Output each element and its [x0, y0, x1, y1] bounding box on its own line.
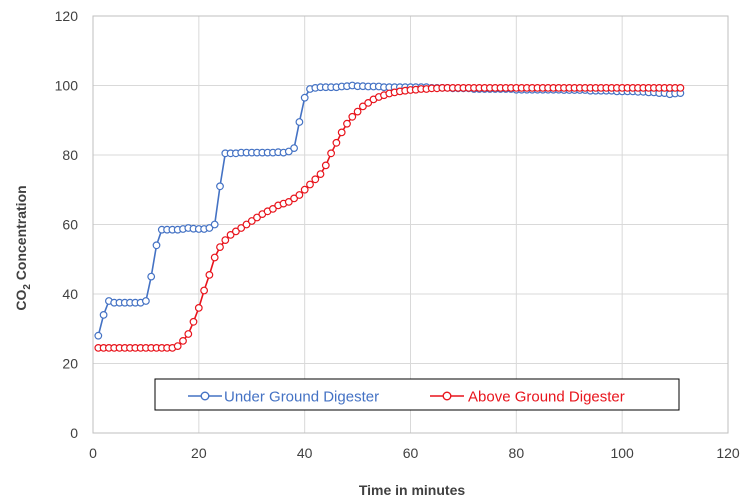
legend-box	[154, 378, 680, 411]
data-point	[290, 144, 299, 153]
data-point	[676, 83, 685, 92]
data-point	[216, 182, 224, 191]
data-point	[290, 194, 299, 203]
x-tick-label: 40	[297, 445, 313, 461]
y-tick-label: 120	[55, 8, 79, 24]
x-axis-title: Time in minutes	[359, 482, 466, 498]
data-point	[284, 147, 293, 156]
data-point	[99, 311, 108, 319]
series-1	[94, 83, 685, 352]
plot-area-frame	[92, 15, 729, 434]
y-tick-label: 0	[70, 425, 78, 441]
y-tick-label: 100	[55, 78, 79, 94]
data-point	[194, 304, 203, 312]
data-point	[226, 230, 235, 239]
data-point	[173, 342, 182, 351]
data-point	[364, 98, 373, 107]
legend-marker-aboveground	[442, 391, 452, 401]
data-point	[284, 197, 293, 206]
data-point	[300, 185, 309, 194]
data-point	[205, 224, 214, 232]
x-tick-label: 0	[89, 445, 97, 461]
data-point	[210, 253, 219, 262]
data-point	[253, 213, 261, 222]
data-point	[237, 224, 246, 232]
data-point	[141, 297, 150, 305]
legend-marker-underground	[200, 391, 210, 401]
data-point	[231, 227, 240, 236]
data-point	[321, 161, 330, 170]
data-point	[152, 241, 161, 250]
data-point	[269, 204, 277, 213]
data-point	[343, 119, 351, 128]
data-point	[200, 286, 209, 295]
data-point	[205, 271, 214, 279]
data-point	[242, 220, 251, 229]
legend-label-aboveground: Above Ground Digester	[468, 389, 625, 406]
legend: Under Ground Digester Above Ground Diges…	[154, 378, 680, 411]
data-point	[189, 317, 198, 326]
data-point	[359, 102, 367, 111]
legend-label-underground: Under Ground Digester	[224, 389, 379, 406]
series-group	[94, 81, 685, 352]
x-tick-label: 100	[610, 445, 634, 461]
data-point	[332, 138, 341, 147]
data-point	[316, 170, 325, 179]
x-tick-label: 120	[716, 445, 740, 461]
data-point	[210, 220, 219, 229]
x-tick-label: 80	[509, 445, 525, 461]
data-point	[221, 236, 230, 245]
data-point	[300, 93, 309, 102]
data-point	[311, 175, 320, 184]
data-point	[337, 128, 346, 137]
data-point	[353, 107, 362, 116]
y-axis-title-rest: Concentration	[13, 185, 29, 284]
data-point	[247, 217, 256, 225]
data-point	[179, 337, 187, 345]
y-tick-label: 80	[62, 147, 78, 163]
data-point	[327, 149, 336, 158]
y-tick-label: 40	[62, 286, 78, 302]
y-tick-label: 20	[62, 356, 78, 372]
data-point	[94, 331, 103, 340]
y-tick-label: 60	[62, 217, 78, 233]
y-axis-ticks: 0 20 40 60 80 100 120	[55, 8, 79, 441]
y-axis-title-subscript: 2	[22, 284, 33, 290]
data-point	[295, 118, 304, 126]
y-axis-title-main: CO	[13, 290, 29, 311]
data-point	[306, 180, 314, 189]
data-point	[184, 330, 193, 338]
data-point	[295, 191, 304, 199]
y-axis-title: CO2 Concentration	[13, 185, 33, 310]
x-axis-ticks: 0 20 40 60 80 100 120	[89, 445, 740, 461]
data-point	[147, 272, 156, 281]
x-tick-label: 20	[191, 445, 207, 461]
data-point	[216, 243, 224, 252]
x-tick-label: 60	[403, 445, 419, 461]
data-point	[348, 112, 357, 121]
